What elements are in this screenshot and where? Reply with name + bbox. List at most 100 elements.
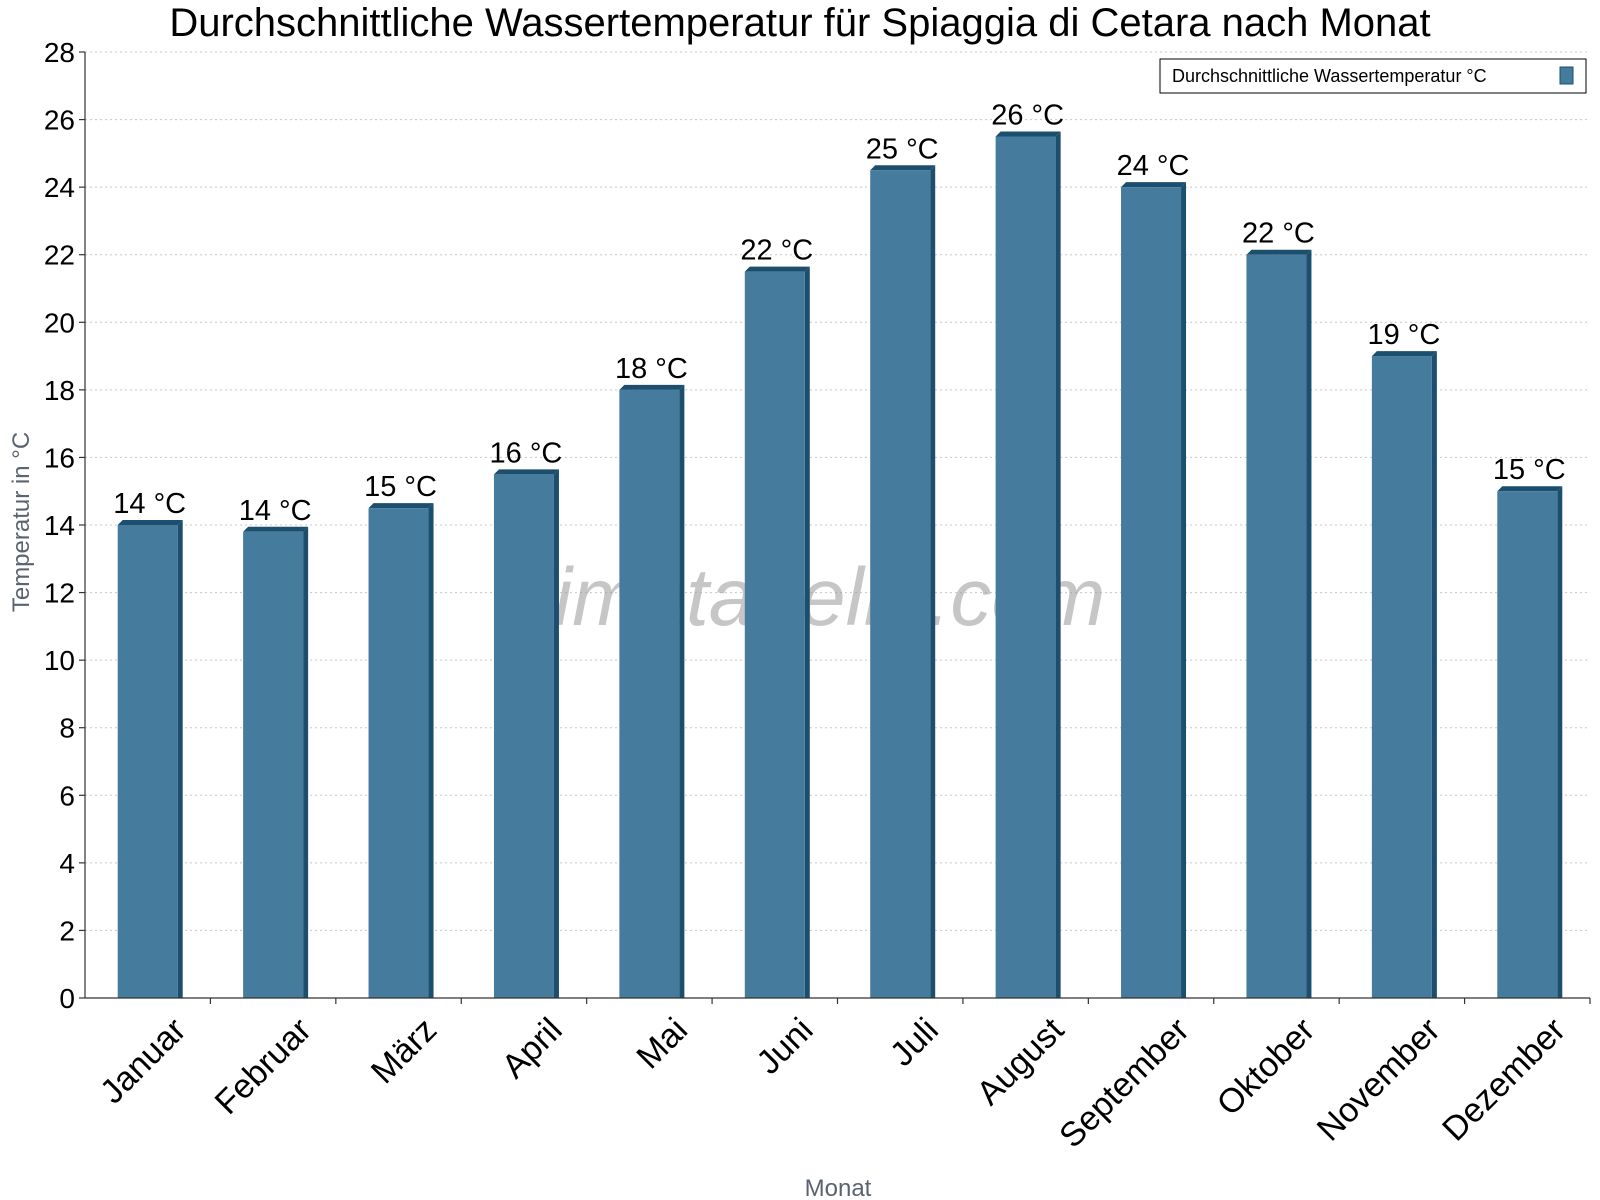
bar-top xyxy=(870,165,936,171)
bar-face xyxy=(619,389,680,998)
bar-side xyxy=(1557,486,1563,998)
y-axis-title: Temperatur in °C xyxy=(8,432,35,612)
x-axis-ticks: Januar Februar März April Mai Juni Juli AugustS… xyxy=(93,998,1591,1155)
x-tick-label: Juli xyxy=(883,1011,946,1074)
bar-value-label: 24 °C xyxy=(1117,150,1190,182)
x-tick-label: Januar xyxy=(93,1011,193,1111)
x-axis-title: Monat xyxy=(805,1175,872,1200)
y-tick-label: 24 xyxy=(44,172,75,203)
y-tick-label: 4 xyxy=(59,848,75,879)
bar-side xyxy=(177,520,183,998)
bar-value-label: 25 °C xyxy=(866,133,939,165)
x-tick-label: März xyxy=(364,1011,444,1091)
bar-top xyxy=(619,384,685,390)
bar-face xyxy=(744,271,805,998)
bar-top xyxy=(493,469,559,475)
x-tick-label: Mai xyxy=(629,1011,695,1077)
bar xyxy=(1497,486,1563,998)
grid xyxy=(85,51,1590,931)
x-tick-label: Oktober xyxy=(1210,1011,1322,1123)
bar xyxy=(870,165,936,998)
bar xyxy=(493,469,559,999)
bar xyxy=(368,503,434,998)
y-tick-label: 16 xyxy=(44,442,75,473)
y-tick-label: 28 xyxy=(44,37,75,68)
bar-value-label: 15 °C xyxy=(364,471,437,503)
y-tick-label: 20 xyxy=(44,307,75,338)
bar-value-label: 16 °C xyxy=(490,437,563,469)
bar-face xyxy=(1371,356,1432,999)
bar xyxy=(1121,182,1187,999)
bar-value-label: 26 °C xyxy=(991,99,1064,131)
bar-value-label: 14 °C xyxy=(239,495,312,527)
y-tick-label: 0 xyxy=(59,983,75,1014)
value-labels: 14 °C 14 °C 15 °C 16 °C 18 °C 22 °C 25 °C 26 °C… xyxy=(113,99,1565,526)
y-tick-label: 6 xyxy=(59,780,75,811)
x-tick-label: April xyxy=(495,1011,570,1086)
bar-side xyxy=(428,503,434,998)
bar-value-label: 22 °C xyxy=(740,235,813,267)
x-tick-label: August xyxy=(970,1010,1072,1112)
bar-top xyxy=(1246,249,1312,255)
bar-side xyxy=(679,384,685,998)
bars xyxy=(117,131,1563,999)
legend-swatch xyxy=(1559,66,1574,85)
y-tick-label: 2 xyxy=(59,915,75,946)
bar-top xyxy=(1497,486,1563,492)
bar-side xyxy=(1055,131,1061,998)
bar-face xyxy=(1121,187,1182,999)
y-tick-label: 12 xyxy=(44,578,75,609)
legend-label: Durchschnittliche Wassertemperatur °C xyxy=(1172,66,1487,86)
legend-box xyxy=(1159,58,1587,94)
y-tick-label: 10 xyxy=(44,645,75,676)
chart-title: Durchschnittliche Wassertemperatur für S… xyxy=(169,1,1430,45)
bar-value-label: 14 °C xyxy=(113,488,186,520)
bar-side xyxy=(930,165,936,998)
x-tick-label: Februar xyxy=(208,1011,319,1122)
bar-top xyxy=(117,520,183,525)
bar-value-label: 22 °C xyxy=(1242,218,1315,250)
bar-side xyxy=(804,266,810,998)
y-tick-label: 22 xyxy=(44,240,75,271)
bar-top xyxy=(1121,182,1187,188)
bar-top xyxy=(368,503,434,509)
bar xyxy=(619,384,685,998)
bar-side xyxy=(1181,182,1187,999)
bar-top xyxy=(243,526,309,532)
bar-face xyxy=(117,525,178,998)
x-tick-label: September xyxy=(1052,1011,1196,1155)
y-tick-label: 18 xyxy=(44,375,75,406)
x-tick-label: November xyxy=(1310,1011,1448,1149)
bar xyxy=(744,266,810,998)
y-tick-label: 14 xyxy=(44,510,75,541)
y-tick-label: 26 xyxy=(44,105,75,136)
bar-face xyxy=(243,531,304,998)
bar-face xyxy=(995,136,1056,998)
bar-value-label: 15 °C xyxy=(1493,454,1566,486)
bar-side xyxy=(303,526,309,998)
bar xyxy=(117,520,183,998)
legend: Durchschnittliche Wassertemperatur °C xyxy=(1159,58,1587,94)
bar-face xyxy=(1497,491,1558,998)
bar-face xyxy=(368,508,429,998)
bar-side xyxy=(1306,249,1312,998)
y-tick-label: 8 xyxy=(59,713,75,744)
bar-side xyxy=(553,469,559,999)
bar xyxy=(1246,249,1312,998)
x-tick-label: Juni xyxy=(749,1011,820,1082)
bar-top xyxy=(995,131,1061,137)
bar xyxy=(1371,351,1437,999)
bar xyxy=(243,526,309,998)
bar-side xyxy=(1431,351,1437,999)
bar-face xyxy=(493,474,554,999)
bar-value-label: 19 °C xyxy=(1367,319,1440,351)
bar-top xyxy=(744,266,810,272)
bar-face xyxy=(870,170,931,998)
bar-face xyxy=(1246,254,1307,998)
bar-top xyxy=(1371,351,1437,357)
x-tick-label: Dezember xyxy=(1435,1011,1573,1149)
bar xyxy=(995,131,1061,998)
bar-value-label: 18 °C xyxy=(615,353,688,385)
